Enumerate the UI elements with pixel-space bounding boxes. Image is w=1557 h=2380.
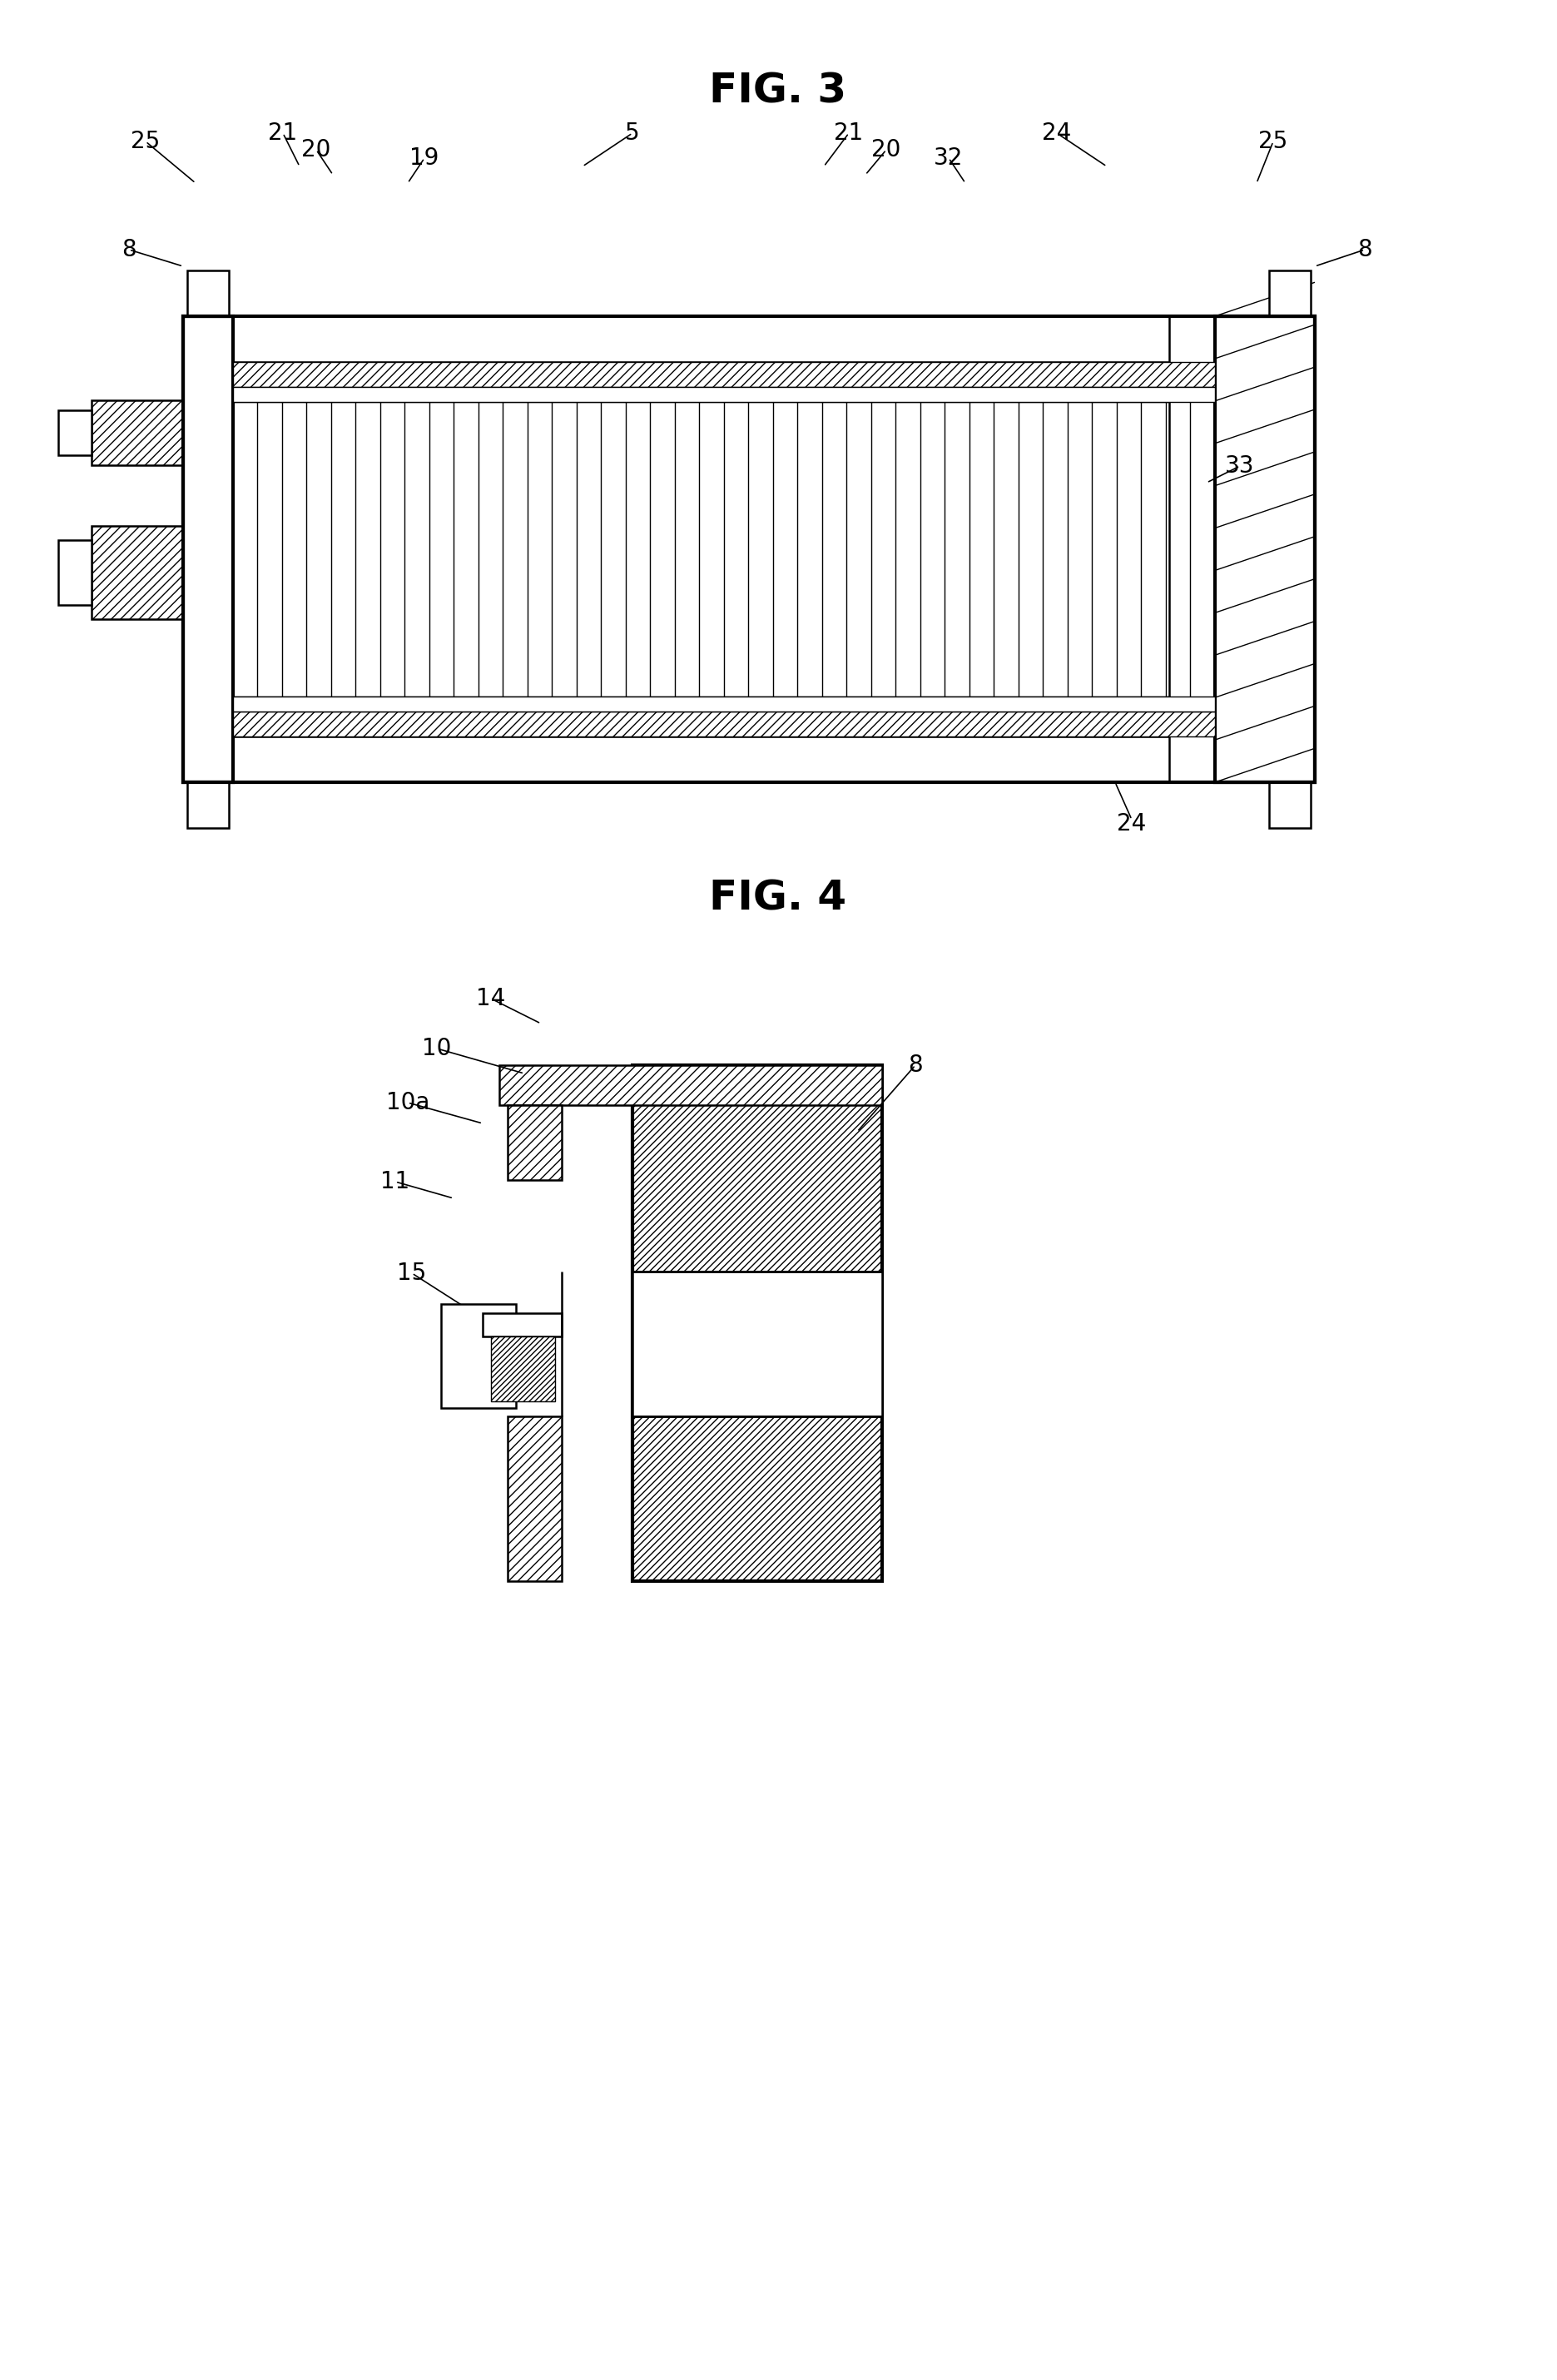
Text: 20: 20 [302,138,332,162]
Bar [483,1314,562,1338]
Text: 21: 21 [268,121,297,145]
Bar [58,409,92,455]
Bar [234,735,1214,783]
Bar [58,540,92,605]
Bar [441,1304,515,1407]
Bar [92,400,184,466]
Bar [1269,783,1311,828]
Text: 25: 25 [1258,131,1288,152]
Bar [187,271,229,317]
Text: FIG. 3: FIG. 3 [710,71,847,112]
Bar [187,783,229,828]
Text: 33: 33 [1225,455,1255,478]
Bar [632,1271,883,1416]
Bar [234,402,1214,697]
Text: 21: 21 [835,121,864,145]
Bar [1269,271,1311,317]
Text: 11: 11 [380,1171,409,1192]
Bar [508,1104,562,1180]
Bar [234,388,1214,402]
Bar [508,1416,562,1580]
Bar [234,712,1214,735]
Text: 8: 8 [908,1054,923,1076]
Text: 15: 15 [397,1261,427,1285]
Bar [1169,317,1214,783]
Bar [490,1338,554,1402]
Text: 20: 20 [872,138,902,162]
Bar [500,1066,883,1104]
Text: 8: 8 [1358,238,1372,262]
Bar [234,697,1214,712]
Text: 32: 32 [934,148,964,169]
Bar [632,1066,883,1580]
Bar [92,526,184,619]
Text: 10: 10 [422,1038,452,1059]
Text: 8: 8 [121,238,137,262]
Text: 14: 14 [476,988,506,1009]
Bar [234,362,1214,388]
Text: 25: 25 [131,131,160,152]
Text: 5: 5 [624,121,640,145]
Text: 24: 24 [1116,812,1146,835]
Bar [184,317,234,783]
Text: 10a: 10a [386,1090,430,1114]
Bar [234,317,1214,362]
Text: 24: 24 [1042,121,1071,145]
Bar [1214,317,1314,783]
Text: 19: 19 [409,148,439,169]
Bar [184,317,1314,783]
Text: FIG. 4: FIG. 4 [710,878,847,919]
